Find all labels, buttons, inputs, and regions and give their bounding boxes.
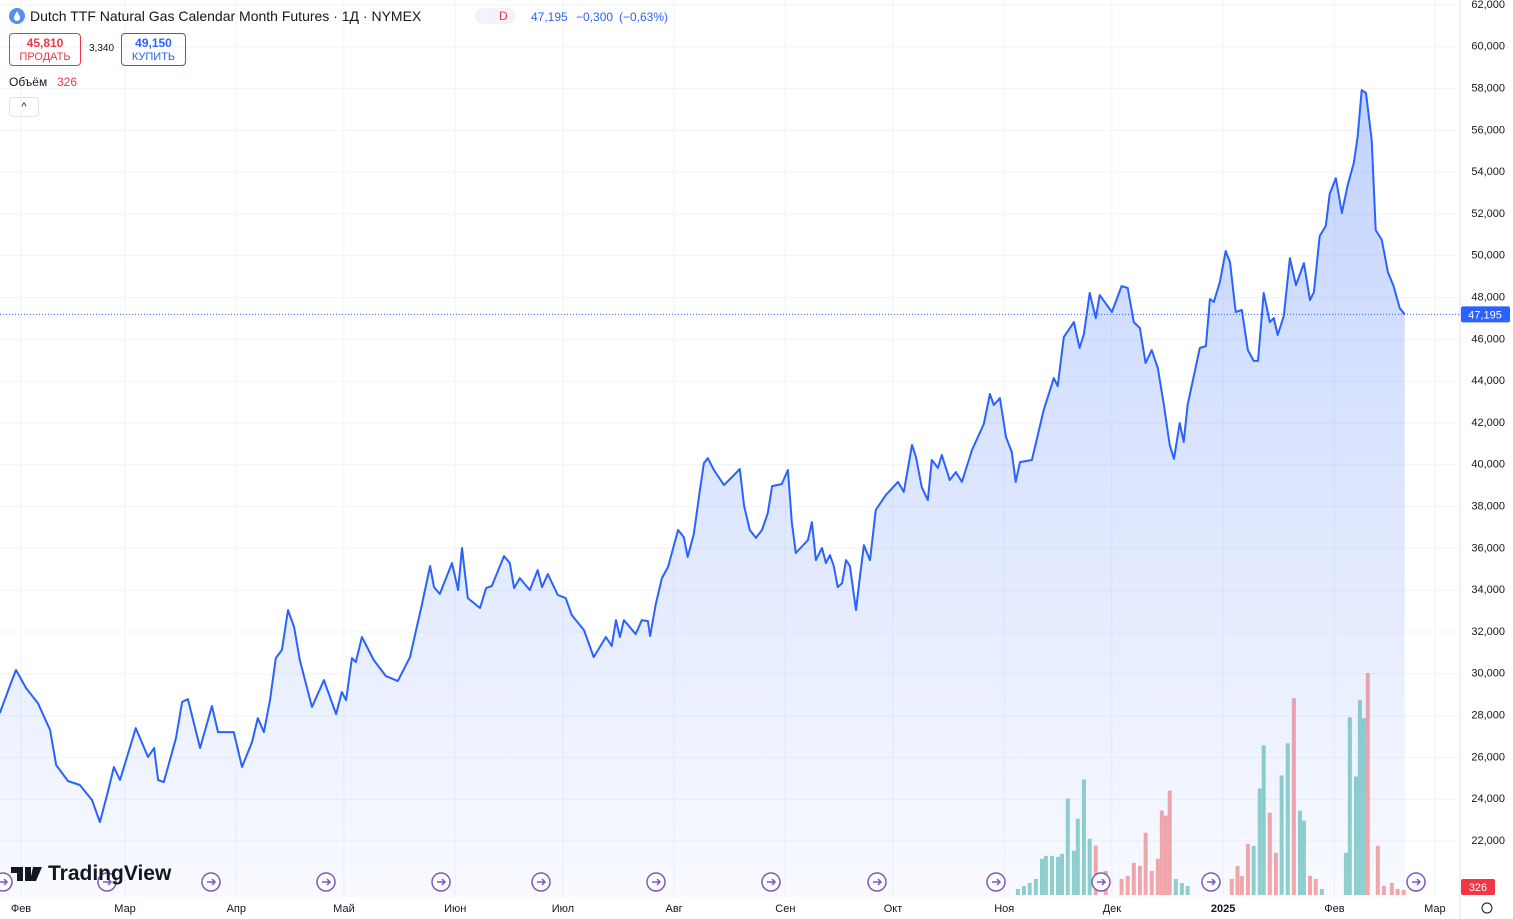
y-tick-label: 44,000 xyxy=(1471,375,1505,387)
event-arrow xyxy=(1097,878,1107,886)
x-tick-label: Мар xyxy=(1424,903,1446,915)
y-tick-label: 52,000 xyxy=(1471,208,1505,220)
event-arrow xyxy=(207,878,217,886)
last-price-label: 47,195 xyxy=(1468,309,1502,321)
event-icon[interactable] xyxy=(316,872,336,892)
y-tick-label: 58,000 xyxy=(1471,83,1505,95)
x-tick-label: Авг xyxy=(666,903,683,915)
buy-button[interactable]: 49,150 КУПИТЬ xyxy=(121,33,186,66)
settings-icon[interactable] xyxy=(1481,902,1493,914)
event-icon[interactable] xyxy=(97,872,117,892)
event-arrow xyxy=(437,878,447,886)
x-tick-label: Фев xyxy=(11,903,31,915)
event-icon[interactable] xyxy=(201,872,221,892)
y-tick-label: 48,000 xyxy=(1471,292,1505,304)
event-icon[interactable] xyxy=(531,872,551,892)
event-icon[interactable] xyxy=(761,872,781,892)
y-tick-label: 36,000 xyxy=(1471,542,1505,554)
event-arrow xyxy=(767,878,777,886)
buy-label: КУПИТЬ xyxy=(131,51,176,63)
y-tick-label: 30,000 xyxy=(1471,668,1505,680)
x-tick-label: Июн xyxy=(444,903,466,915)
x-tick-label: Окт xyxy=(884,903,903,915)
sell-button[interactable]: 45,810 ПРОДАТЬ xyxy=(9,33,81,66)
volume-value: 326 xyxy=(57,75,78,89)
y-tick-label: 56,000 xyxy=(1471,124,1505,136)
y-tick-label: 24,000 xyxy=(1471,793,1505,805)
event-icon[interactable] xyxy=(0,872,13,892)
event-icon[interactable] xyxy=(1091,872,1111,892)
y-tick-label: 50,000 xyxy=(1471,250,1505,262)
price-line xyxy=(0,89,1406,823)
y-tick-label: 54,000 xyxy=(1471,166,1505,178)
event-icon[interactable] xyxy=(1201,872,1221,892)
y-tick-label: 62,000 xyxy=(1471,0,1505,11)
event-arrow xyxy=(873,878,883,886)
price-change: −0,300 xyxy=(576,10,614,24)
status-pill xyxy=(475,8,515,24)
event-icon[interactable] xyxy=(646,872,666,892)
x-tick-label: Фев xyxy=(1324,903,1344,915)
x-tick-label: 2025 xyxy=(1211,903,1235,915)
event-arrow xyxy=(0,878,9,886)
area-fill xyxy=(0,90,1405,897)
event-arrow xyxy=(992,878,1002,886)
x-tick-label: Июл xyxy=(552,903,574,915)
x-tick-label: Апр xyxy=(227,903,246,915)
x-tick-label: Сен xyxy=(775,903,795,915)
event-arrow xyxy=(537,878,547,886)
event-arrow xyxy=(652,878,662,886)
interval-badge: D xyxy=(499,9,508,23)
x-tick-label: Май xyxy=(333,903,355,915)
event-icon[interactable] xyxy=(986,872,1006,892)
sell-label: ПРОДАТЬ xyxy=(19,51,71,63)
volume-badge xyxy=(1461,879,1495,895)
x-tick-label: Дек xyxy=(1103,903,1122,915)
y-tick-label: 34,000 xyxy=(1471,584,1505,596)
sell-price: 45,810 xyxy=(26,36,64,50)
event-icon[interactable] xyxy=(1406,872,1426,892)
symbol-title[interactable]: Dutch TTF Natural Gas Calendar Month Fut… xyxy=(30,8,422,24)
event-arrow xyxy=(1207,878,1217,886)
y-tick-label: 46,000 xyxy=(1471,333,1505,345)
brand-name: TradingView xyxy=(48,862,172,885)
y-tick-label: 42,000 xyxy=(1471,417,1505,429)
price-change-pct: (−0,63%) xyxy=(619,10,669,24)
event-arrow xyxy=(103,878,113,886)
event-arrow xyxy=(1412,878,1422,886)
symbol-icon xyxy=(9,8,25,24)
event-arrow xyxy=(322,878,332,886)
spread: 3,340 xyxy=(89,43,115,54)
x-tick-label: Мар xyxy=(114,903,136,915)
y-tick-label: 26,000 xyxy=(1471,751,1505,763)
y-tick-label: 32,000 xyxy=(1471,626,1505,638)
volume-label: Объём xyxy=(9,75,48,89)
y-tick-label: 22,000 xyxy=(1471,835,1505,847)
y-tick-label: 28,000 xyxy=(1471,709,1505,721)
x-tick-label: Ноя xyxy=(994,903,1014,915)
y-tick-label: 38,000 xyxy=(1471,501,1505,513)
last-price-badge xyxy=(1461,306,1510,323)
y-tick-label: 60,000 xyxy=(1471,41,1505,53)
brand-logo xyxy=(11,867,42,881)
event-icon[interactable] xyxy=(867,872,887,892)
event-icon[interactable] xyxy=(431,872,451,892)
last-price: 47,195 xyxy=(531,10,568,24)
volume-badge-label: 326 xyxy=(1469,882,1487,894)
collapse-button[interactable]: ^ xyxy=(9,97,39,117)
buy-price: 49,150 xyxy=(135,36,172,50)
y-tick-label: 40,000 xyxy=(1471,459,1505,471)
